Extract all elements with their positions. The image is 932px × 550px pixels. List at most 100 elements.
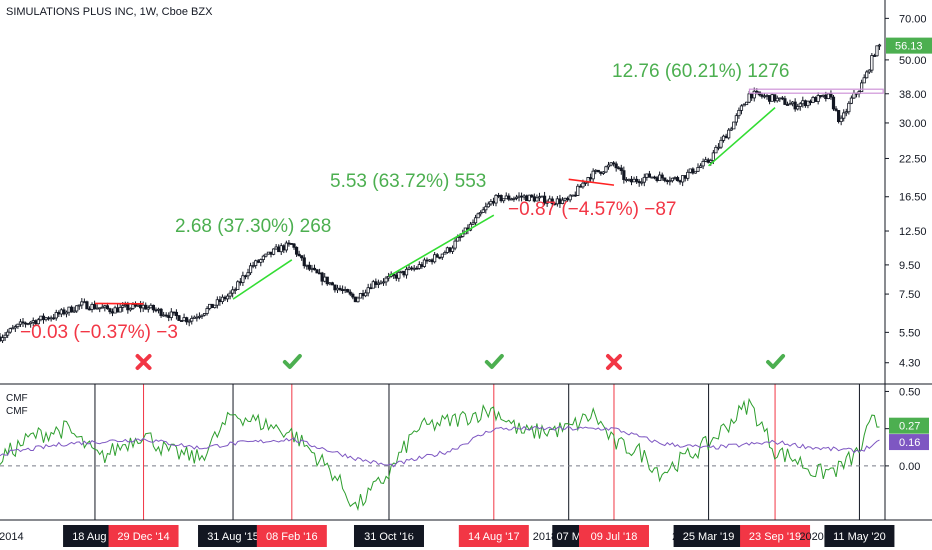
candle-body bbox=[762, 95, 767, 98]
candle-body bbox=[187, 320, 191, 323]
candle-body bbox=[650, 176, 654, 179]
candle-body bbox=[686, 171, 690, 179]
candle-body bbox=[64, 311, 69, 315]
x-tick-box bbox=[256, 525, 327, 547]
candle-body bbox=[317, 272, 322, 275]
candle-body bbox=[277, 246, 281, 253]
candle-body bbox=[335, 287, 340, 291]
x-tick-label: 7 bbox=[409, 531, 415, 543]
candle-body bbox=[90, 304, 94, 310]
candle-body bbox=[612, 162, 616, 165]
candle-body bbox=[829, 93, 833, 98]
candle-body bbox=[228, 292, 232, 297]
candle-body bbox=[167, 315, 171, 318]
candle-body bbox=[865, 71, 869, 79]
trade-label-2: 5.53 (63.72%) 553 bbox=[330, 171, 486, 192]
candle-body bbox=[397, 271, 401, 279]
candle-body bbox=[54, 312, 58, 319]
candle-body bbox=[366, 287, 370, 294]
candle-body bbox=[870, 55, 874, 71]
candle-body bbox=[443, 252, 447, 255]
candle-body bbox=[246, 272, 250, 277]
candle-body bbox=[80, 301, 84, 306]
candle-body bbox=[6, 331, 10, 336]
candle-body bbox=[52, 317, 56, 320]
candle-body bbox=[407, 267, 411, 270]
candle-body bbox=[128, 308, 132, 311]
candle-body bbox=[200, 314, 204, 317]
candle-body bbox=[655, 177, 659, 182]
candle-body bbox=[739, 105, 744, 111]
y-tick-label: 22.50 bbox=[899, 153, 927, 165]
candle-body bbox=[747, 93, 751, 103]
cmf-badge-label-fast: 0.27 bbox=[899, 421, 920, 433]
candle-body bbox=[348, 291, 352, 295]
check-icon bbox=[766, 354, 786, 369]
candle-body bbox=[333, 284, 337, 291]
candle-body bbox=[358, 293, 363, 299]
trade-line-1 bbox=[232, 259, 293, 300]
candle-body bbox=[215, 299, 219, 306]
candle-body bbox=[248, 265, 253, 274]
candle-body bbox=[387, 275, 391, 279]
candle-body bbox=[698, 165, 703, 168]
cmf-line-slow bbox=[0, 425, 880, 468]
candle-body bbox=[164, 314, 168, 317]
candle-body bbox=[719, 139, 723, 148]
candle-body bbox=[668, 180, 672, 183]
candle-body bbox=[36, 319, 40, 325]
candle-body bbox=[105, 305, 109, 310]
candle-body bbox=[294, 246, 299, 255]
candle-body bbox=[860, 82, 864, 92]
candle-body bbox=[330, 282, 334, 286]
candle-body bbox=[808, 100, 813, 104]
candle-body bbox=[581, 182, 585, 188]
y-tick-label: 7.50 bbox=[899, 289, 920, 301]
cmf-badge-slow bbox=[889, 434, 929, 451]
candle-body bbox=[750, 93, 754, 99]
y-tick-label: 50.00 bbox=[899, 55, 927, 67]
candle-body bbox=[154, 309, 158, 312]
candle-body bbox=[151, 304, 156, 311]
candle-body bbox=[420, 264, 424, 267]
candle-body bbox=[282, 245, 286, 251]
candle-body bbox=[364, 292, 368, 297]
candle-body bbox=[433, 254, 437, 263]
candle-body bbox=[540, 195, 544, 198]
candle-body bbox=[721, 135, 726, 141]
candle-body bbox=[594, 169, 598, 172]
candle-body bbox=[519, 195, 524, 198]
candle-body bbox=[381, 281, 386, 284]
candle-body bbox=[438, 256, 442, 259]
x-tick-label: 11 May '20 bbox=[833, 531, 886, 543]
candle-body bbox=[412, 267, 416, 270]
candle-body bbox=[568, 195, 572, 201]
candle-body bbox=[310, 267, 314, 270]
candle-body bbox=[606, 164, 611, 168]
candle-body bbox=[831, 96, 836, 110]
candle-body bbox=[172, 311, 176, 314]
candle-body bbox=[210, 303, 214, 309]
x-tick-box bbox=[353, 525, 424, 547]
candle-body bbox=[742, 104, 746, 107]
candle-body bbox=[502, 198, 506, 202]
candle-body bbox=[652, 176, 657, 179]
candle-body bbox=[85, 301, 89, 310]
candle-body bbox=[121, 305, 125, 308]
candle-body bbox=[849, 97, 853, 104]
resistance-band bbox=[748, 88, 884, 94]
x-tick-label: 29 Dec '14 bbox=[117, 531, 169, 543]
x-tick-label: 09 Jul '18 bbox=[591, 531, 638, 543]
cross-icon bbox=[135, 354, 152, 370]
candle-body bbox=[599, 171, 603, 174]
candle-body bbox=[292, 243, 296, 248]
x-tick-label: 2020 bbox=[799, 531, 823, 543]
candle-body bbox=[507, 195, 511, 200]
candle-body bbox=[162, 314, 166, 317]
candle-body bbox=[29, 321, 33, 324]
candle-body bbox=[496, 194, 501, 197]
candle-body bbox=[62, 309, 66, 315]
candle-body bbox=[77, 304, 81, 307]
candle-body bbox=[87, 308, 92, 311]
